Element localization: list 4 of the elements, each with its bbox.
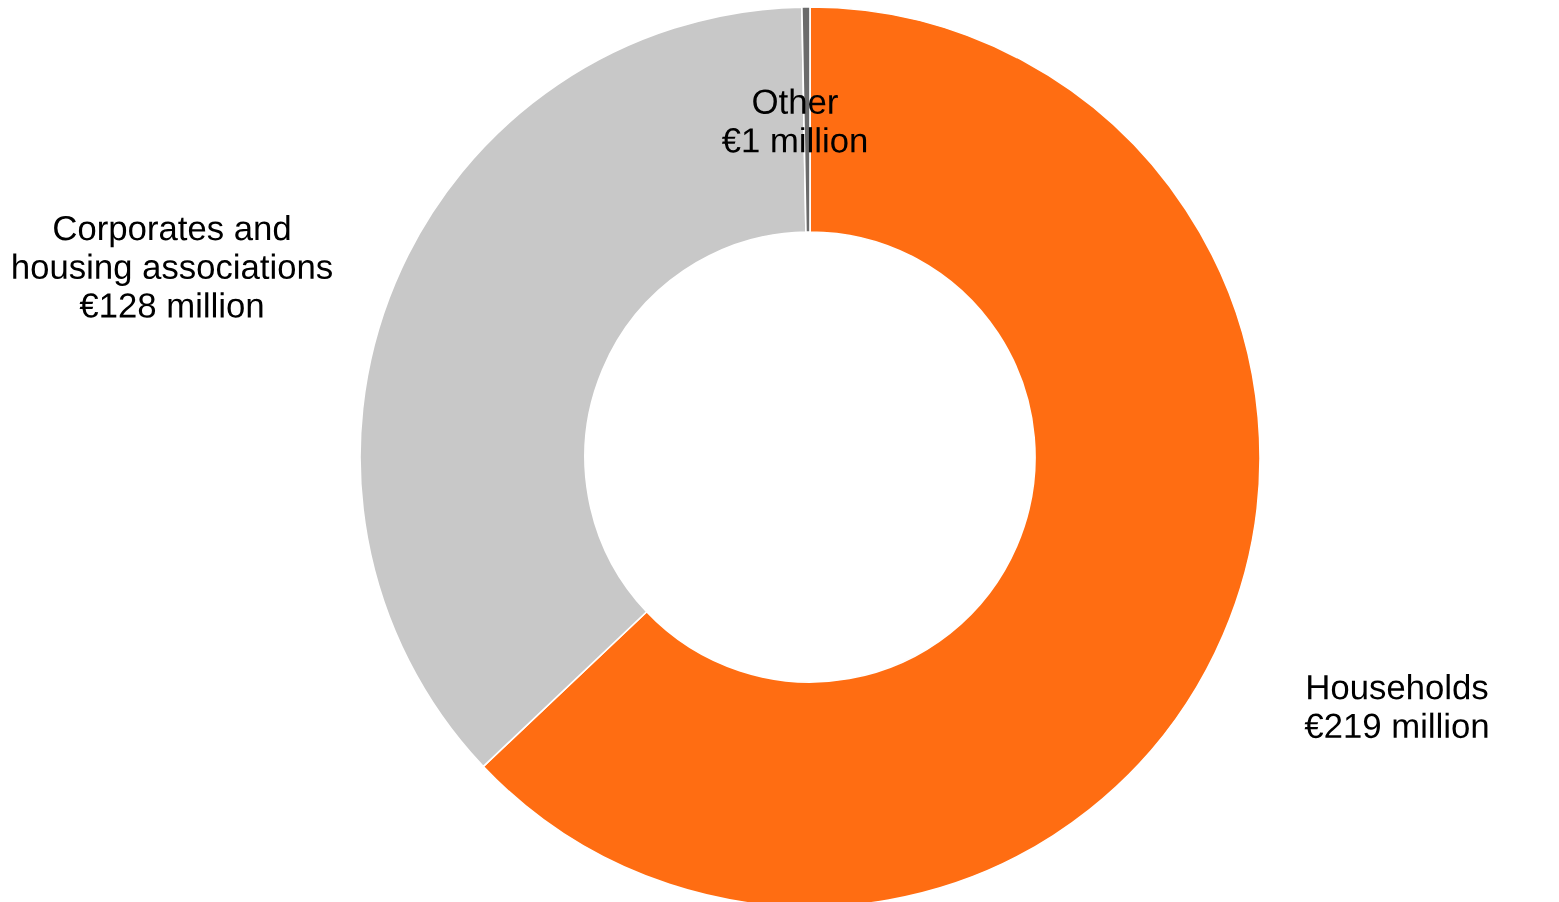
data-label: €219 million — [1304, 712, 1488, 739]
data-label: €128 million — [79, 292, 263, 318]
slice-label: Corporates and housing associations — [13, 214, 332, 286]
slice-label: Households — [1308, 673, 1488, 700]
